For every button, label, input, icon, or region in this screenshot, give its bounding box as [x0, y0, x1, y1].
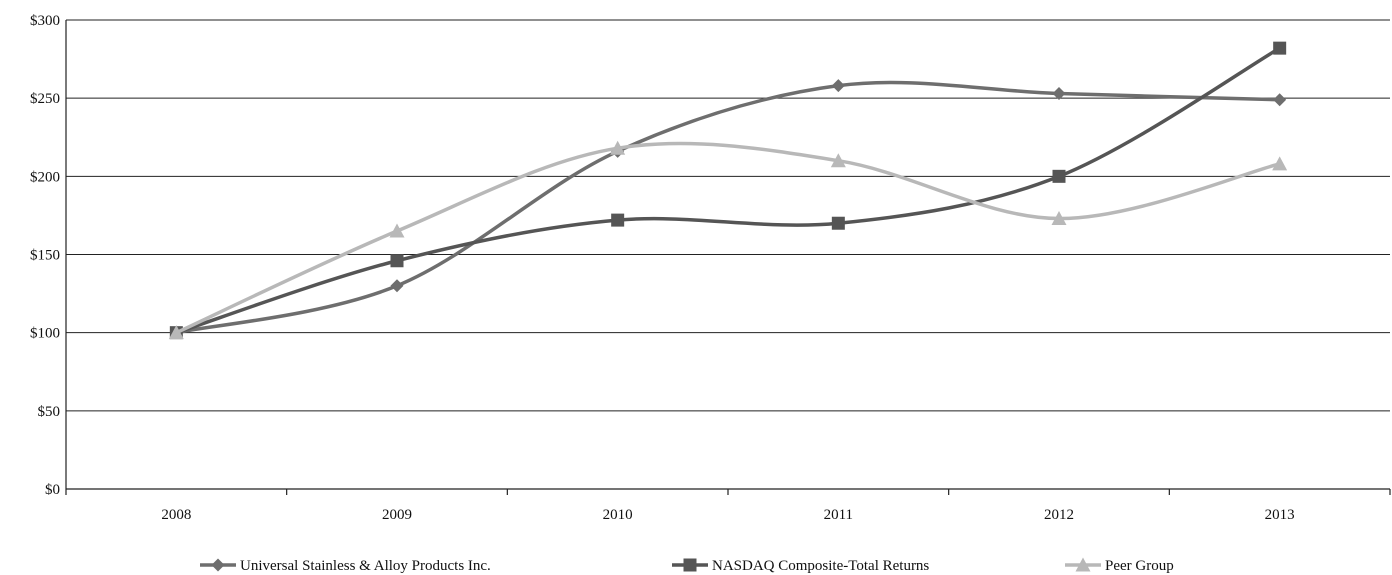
legend-swatch-marker: [1075, 557, 1091, 572]
legend-swatch-marker: [683, 558, 697, 572]
legend: Universal Stainless & Alloy Products Inc…: [200, 557, 1174, 574]
y-tick-label: $200: [30, 169, 60, 185]
data-point-marker: [1273, 93, 1287, 107]
data-point-marker: [611, 213, 625, 227]
series-line: [174, 80, 1282, 335]
x-axis-tick-labels: 2008 2009 2010 2011 2012 2013: [65, 489, 1391, 523]
data-point-marker: [390, 279, 404, 293]
series-diamond: [169, 79, 1287, 340]
legend-item: NASDAQ Composite-Total Returns: [672, 558, 929, 574]
legend-item: Peer Group: [1065, 557, 1174, 574]
legend-swatch-marker: [211, 558, 225, 572]
x-tick-label: 2011: [824, 507, 853, 523]
data-point-marker: [1052, 169, 1066, 183]
data-point-marker: [1273, 41, 1287, 55]
x-tick-label: 2013: [1265, 507, 1295, 523]
data-point-marker: [610, 140, 626, 155]
y-tick-label: $0: [45, 482, 60, 498]
legend-label: NASDAQ Composite-Total Returns: [712, 558, 929, 574]
grid-layer: [65, 19, 1390, 490]
series-layer: [168, 41, 1288, 340]
data-point-marker: [1272, 156, 1288, 171]
legend-item: Universal Stainless & Alloy Products Inc…: [200, 558, 491, 574]
series-line: [174, 46, 1282, 335]
data-point-marker: [168, 325, 184, 340]
series-line: [174, 141, 1282, 335]
series-triangle: [168, 140, 1288, 340]
data-point-marker: [389, 223, 405, 238]
x-tick-label: 2010: [603, 507, 633, 523]
data-point-marker: [831, 216, 845, 230]
data-point-marker: [1052, 86, 1066, 100]
y-tick-label: $250: [30, 91, 60, 107]
x-tick-label: 2012: [1044, 507, 1074, 523]
legend-label: Peer Group: [1105, 558, 1174, 574]
y-tick-label: $300: [30, 13, 60, 29]
y-tick-label: $100: [30, 326, 60, 342]
x-tick-label: 2009: [382, 507, 412, 523]
data-point-marker: [390, 254, 404, 268]
data-point-marker: [830, 153, 846, 168]
y-axis-tick-labels: $0 $50 $100 $150 $200 $250 $300: [30, 13, 60, 498]
data-point-marker: [831, 79, 845, 93]
y-tick-label: $150: [30, 248, 60, 264]
legend-label: Universal Stainless & Alloy Products Inc…: [240, 558, 491, 574]
series-square: [169, 41, 1287, 340]
y-tick-label: $50: [38, 404, 61, 420]
x-tick-label: 2008: [161, 507, 191, 523]
data-point-marker: [1051, 211, 1067, 226]
